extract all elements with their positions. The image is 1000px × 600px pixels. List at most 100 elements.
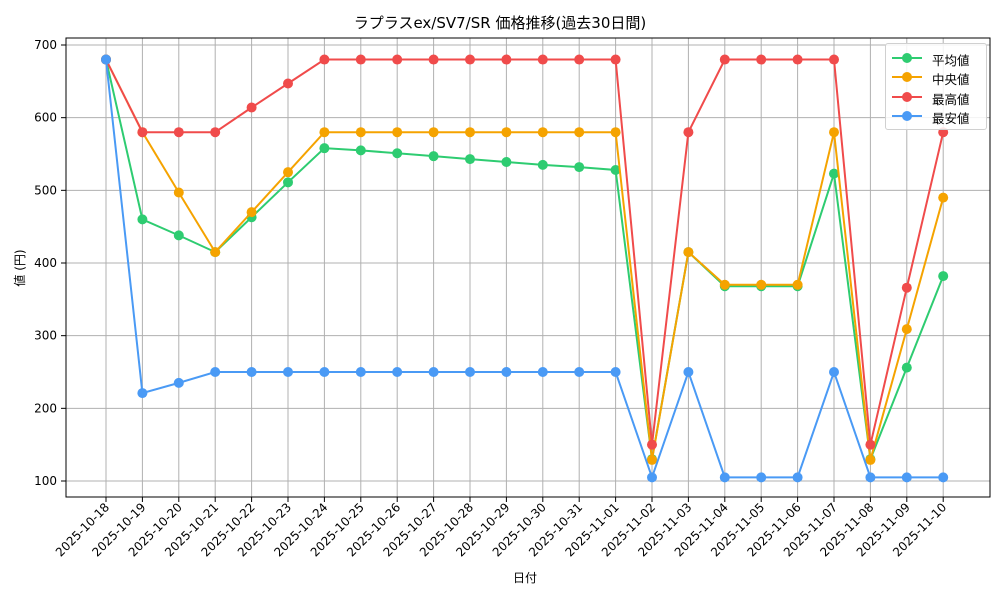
data-point <box>319 143 330 154</box>
series-layer <box>101 54 949 483</box>
data-point <box>719 279 730 290</box>
legend-item-max: 最高値 <box>892 88 984 107</box>
series-line <box>105 58 945 445</box>
y-tick-label: 400 <box>34 256 57 270</box>
data-point <box>137 214 148 225</box>
data-point <box>901 324 912 335</box>
y-tick-label: 200 <box>34 401 57 415</box>
data-point <box>829 127 839 138</box>
data-point <box>246 207 257 218</box>
data-point <box>173 187 184 198</box>
data-point <box>392 367 403 377</box>
data-point <box>574 367 585 377</box>
data-point <box>319 367 330 377</box>
data-point <box>137 127 148 138</box>
legend-marker-icon <box>902 111 912 121</box>
data-point <box>683 247 694 258</box>
data-point <box>428 54 439 65</box>
data-point <box>537 367 548 377</box>
data-point <box>719 54 730 65</box>
data-point <box>355 145 366 156</box>
data-point <box>683 127 694 138</box>
grid-lines <box>66 38 990 497</box>
data-point <box>792 54 803 65</box>
legend: 平均値 中央値 最高値 最安値 <box>885 43 987 130</box>
data-point <box>647 472 657 483</box>
data-point <box>610 367 621 377</box>
data-point <box>428 151 439 162</box>
data-point <box>210 127 221 138</box>
series-line <box>105 59 945 461</box>
data-point <box>574 54 585 65</box>
data-point <box>683 367 694 377</box>
data-point <box>392 54 403 65</box>
data-point <box>938 192 949 203</box>
data-point <box>537 127 548 138</box>
data-point <box>829 54 839 65</box>
data-point <box>865 439 876 450</box>
legend-marker-icon <box>902 92 912 102</box>
data-point <box>392 127 403 138</box>
data-point <box>574 127 585 138</box>
data-point <box>210 367 221 377</box>
chart-title: ラプラスex/SV7/SR 価格推移(過去30日間) <box>353 14 647 32</box>
legend-item-median: 中央値 <box>892 68 984 87</box>
data-point <box>501 127 512 138</box>
data-point <box>865 472 876 483</box>
data-point <box>283 367 293 377</box>
data-point <box>537 159 548 170</box>
data-point <box>938 472 949 483</box>
x-axis-label: 日付 <box>513 571 537 585</box>
data-point <box>465 54 475 65</box>
data-point <box>719 472 730 483</box>
series-line <box>105 59 944 481</box>
data-point <box>901 472 912 483</box>
data-point <box>101 54 111 65</box>
data-point <box>610 164 621 175</box>
data-point <box>465 127 475 138</box>
data-point <box>501 156 512 167</box>
data-point <box>610 127 621 138</box>
data-point <box>355 54 366 65</box>
y-tick-label: 600 <box>34 111 57 125</box>
data-point <box>865 454 876 465</box>
y-tick-label: 100 <box>34 474 57 488</box>
data-point <box>829 168 839 179</box>
data-point <box>283 177 293 188</box>
data-point <box>756 279 767 290</box>
data-point <box>901 282 912 293</box>
data-point <box>501 54 512 65</box>
data-point <box>610 54 621 65</box>
data-point <box>319 54 330 65</box>
data-point <box>465 154 475 165</box>
data-point <box>137 388 148 399</box>
data-point <box>210 247 221 258</box>
data-point <box>428 127 439 138</box>
data-point <box>283 167 293 178</box>
legend-item-min: 最安値 <box>892 107 984 126</box>
data-point <box>283 78 293 89</box>
legend-item-average: 平均値 <box>892 49 984 68</box>
data-point <box>428 367 439 377</box>
data-point <box>355 127 366 138</box>
data-point <box>246 367 257 377</box>
data-point <box>574 162 585 173</box>
y-tick-label: 300 <box>34 329 57 343</box>
legend-marker-icon <box>902 72 912 82</box>
data-point <box>246 102 257 113</box>
data-point <box>792 279 803 290</box>
data-point <box>647 439 657 450</box>
data-point <box>392 148 403 159</box>
series-line <box>105 59 945 460</box>
data-point <box>319 127 330 138</box>
data-point <box>501 367 512 377</box>
data-point <box>173 377 184 388</box>
data-point <box>938 271 949 282</box>
data-point <box>537 54 548 65</box>
data-point <box>465 367 475 377</box>
legend-marker-icon <box>902 53 912 63</box>
data-point <box>829 367 839 377</box>
y-tick-label: 500 <box>34 183 57 197</box>
data-point <box>792 472 803 483</box>
data-point <box>756 54 767 65</box>
